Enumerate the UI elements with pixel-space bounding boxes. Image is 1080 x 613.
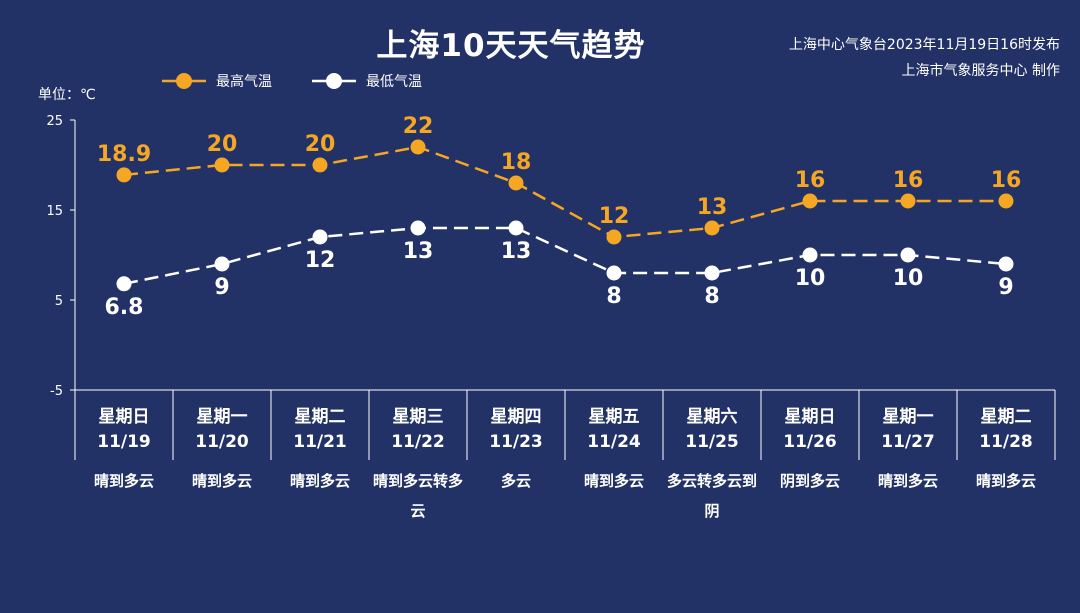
- series-line-low: [123, 226, 1007, 286]
- date-label: 11/24: [587, 432, 641, 452]
- weekday-label: 星期一: [882, 407, 934, 427]
- data-point-high: [312, 157, 328, 173]
- y-tick-label: 25: [46, 114, 63, 129]
- data-point-high: [998, 193, 1014, 209]
- weekday-label: 星期四: [490, 407, 542, 427]
- data-label-high: 16: [795, 168, 826, 193]
- data-label-high: 20: [207, 132, 238, 157]
- series-line-high: [123, 145, 1006, 239]
- weekday-label: 星期二: [294, 407, 346, 427]
- data-point-high: [116, 167, 132, 183]
- data-label-low: 8: [704, 284, 719, 309]
- data-label-low: 9: [998, 275, 1013, 300]
- data-label-high: 18.9: [97, 142, 151, 167]
- y-tick-label: -5: [50, 384, 63, 399]
- data-label-low: 10: [893, 266, 924, 291]
- weekday-label: 星期一: [196, 407, 248, 427]
- issuer-line-1: 上海中心气象台2023年11月19日16时发布: [788, 37, 1060, 53]
- data-point-low: [410, 220, 426, 236]
- legend-label-high: 最高气温: [216, 74, 272, 90]
- data-point-low: [508, 220, 524, 236]
- data-label-low: 13: [501, 239, 532, 264]
- data-label-high: 16: [991, 168, 1022, 193]
- data-label-high: 18: [501, 150, 532, 175]
- y-tick-label: 15: [46, 204, 63, 219]
- data-label-high: 13: [697, 195, 728, 220]
- data-label-high: 20: [305, 132, 336, 157]
- data-point-high: [214, 157, 230, 173]
- legend-item-high: 最高气温: [160, 70, 272, 92]
- data-point-high: [802, 193, 818, 209]
- weather-label: 晴到多云: [191, 472, 252, 490]
- data-point-low: [704, 265, 720, 281]
- data-point-high: [704, 220, 720, 236]
- weather-label: 晴到多云: [289, 472, 350, 490]
- weekday-label: 星期日: [98, 407, 150, 427]
- data-point-low: [998, 256, 1014, 272]
- data-label-low: 9: [214, 275, 229, 300]
- y-axis-unit-label: 单位：℃: [38, 87, 96, 103]
- legend-swatch-high: [162, 73, 206, 89]
- date-label: 11/23: [489, 432, 543, 452]
- weather-label: 晴到多云: [583, 472, 644, 490]
- date-label: 11/26: [783, 432, 837, 452]
- legend-swatch-low: [312, 73, 356, 89]
- data-label-low: 8: [606, 284, 621, 309]
- data-point-low: [214, 256, 230, 272]
- data-point-high: [606, 229, 622, 245]
- weather-label: 晴到多云转多云: [372, 472, 463, 520]
- data-label-low: 10: [795, 266, 826, 291]
- weather-label: 晴到多云: [877, 472, 938, 490]
- date-label: 11/25: [685, 432, 739, 452]
- weekday-label: 星期三: [392, 407, 444, 427]
- legend-label-low: 最低气温: [366, 74, 422, 90]
- data-point-low: [606, 265, 622, 281]
- data-point-high: [508, 175, 524, 191]
- data-label-low: 12: [305, 248, 336, 273]
- weather-label: 多云: [500, 472, 531, 490]
- weather-label: 晴到多云: [975, 472, 1036, 490]
- date-label: 11/19: [97, 432, 151, 452]
- data-label-high: 12: [599, 204, 630, 229]
- data-point-low: [312, 229, 328, 245]
- data-point-high: [900, 193, 916, 209]
- weather-label: 多云转多云到阴: [666, 472, 757, 520]
- data-point-low: [116, 276, 132, 292]
- data-label-high: 16: [893, 168, 924, 193]
- weather-label: 晴到多云: [93, 472, 154, 490]
- data-label-low: 6.8: [105, 295, 144, 320]
- chart-title: 上海10天天气趋势: [376, 28, 646, 64]
- date-label: 11/28: [979, 432, 1033, 452]
- weekday-label: 星期日: [784, 407, 836, 427]
- data-point-high: [410, 139, 426, 155]
- weekday-label: 星期二: [980, 407, 1032, 427]
- data-label-low: 13: [403, 239, 434, 264]
- data-point-low: [802, 247, 818, 263]
- data-point-low: [900, 247, 916, 263]
- weekday-label: 星期六: [686, 407, 738, 427]
- issuer-line-2: 上海市气象服务中心 制作: [901, 63, 1060, 79]
- legend-item-low: 最低气温: [310, 70, 422, 92]
- weather-label: 阴到多云: [779, 472, 840, 490]
- date-label: 11/27: [881, 432, 935, 452]
- date-label: 11/22: [391, 432, 445, 452]
- date-label: 11/20: [195, 432, 249, 452]
- weekday-label: 星期五: [588, 407, 640, 427]
- date-label: 11/21: [293, 432, 347, 452]
- data-label-high: 22: [403, 114, 434, 139]
- y-tick-label: 5: [55, 294, 63, 309]
